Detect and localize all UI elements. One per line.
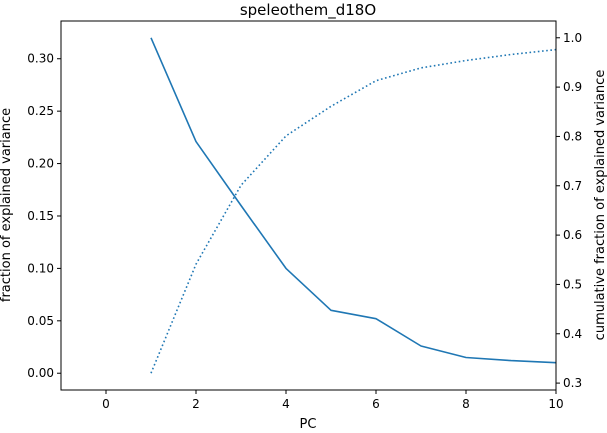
y-right-tick-label: 0.3 [563,376,582,390]
y-left-tick-label: 0.30 [27,52,54,66]
plot-frame [60,20,557,391]
y-left-tick-label: 0.05 [27,314,54,328]
x-tick-label: 2 [192,397,200,411]
variance-line [150,37,557,364]
y-left-tick-label: 0.00 [27,366,54,380]
y-right-tick-label: 0.8 [563,129,582,143]
y-left-tick-label: 0.15 [27,209,54,223]
x-axis: 0 2 4 6 8 10 [102,390,564,411]
y-axis-left: 0.00 0.05 0.10 0.15 0.20 0.25 0.30 [27,52,61,380]
y-left-tick-label: 0.10 [27,261,54,275]
y-right-tick-label: 0.6 [563,228,582,242]
y-left-tick-label: 0.25 [27,104,54,118]
y-axis-right-label: cumulative fraction of explained varianc… [593,70,607,341]
x-tick-label: 6 [372,397,380,411]
x-tick-label: 10 [548,397,563,411]
x-tick-label: 8 [462,397,470,411]
x-axis-label: PC [300,417,317,432]
cumulative-variance-line [150,48,557,374]
x-tick-label: 0 [102,397,110,411]
y-axis-left-label: fraction of explained variance [0,108,14,302]
y-right-tick-label: 0.9 [563,80,582,94]
y-right-tick-label: 0.7 [563,179,582,193]
y-axis-right: 0.3 0.4 0.5 0.6 0.7 0.8 0.9 1.0 [556,31,582,390]
series-layer [150,37,557,374]
y-right-tick-label: 0.5 [563,277,582,291]
x-tick-label: 4 [282,397,290,411]
chart-title: speleothem_d18O [240,1,376,20]
y-right-tick-label: 0.4 [563,327,582,341]
y-left-tick-label: 0.20 [27,157,54,171]
y-right-tick-label: 1.0 [563,31,582,45]
